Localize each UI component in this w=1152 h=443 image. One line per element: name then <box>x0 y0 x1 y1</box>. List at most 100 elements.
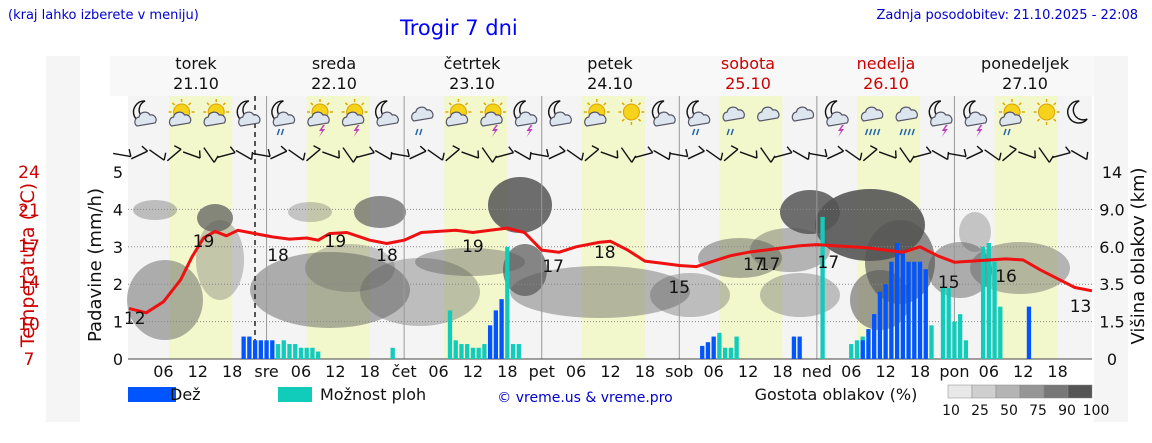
lightning-bolt <box>353 125 360 137</box>
wind-feather <box>559 145 566 152</box>
rain-bar <box>900 250 905 359</box>
wind-feather <box>419 145 427 152</box>
sun-cloud-icon <box>168 99 195 127</box>
daylight-band <box>719 96 783 359</box>
cloud-height-tick-label: 9.0 <box>1099 200 1124 219</box>
moon-cloud-icon <box>548 100 572 127</box>
x-tick-label: 06 <box>703 362 723 381</box>
wind-feather <box>946 151 950 160</box>
wind-barb <box>374 149 393 161</box>
cloud-height-tick-label: 1.5 <box>1099 313 1124 332</box>
shower-bar <box>505 246 510 359</box>
wind-barb <box>809 148 828 158</box>
right-axis-panel <box>1094 56 1128 422</box>
cloud-height-tick-label: 3.5 <box>1099 275 1124 294</box>
cloud-blob <box>354 196 406 228</box>
rain-bar <box>894 243 900 359</box>
shower-bar <box>929 325 934 359</box>
wind-barbs-row <box>113 145 1089 163</box>
wind-feather <box>786 146 793 154</box>
x-tick-label: 18 <box>497 362 517 381</box>
wind-shaft <box>687 150 705 160</box>
moon-storm-icon <box>963 100 988 137</box>
shower-bar <box>958 314 963 359</box>
wind-barb <box>1002 145 1017 162</box>
wind-feather <box>685 148 689 157</box>
wind-feather <box>909 155 915 163</box>
x-tick-label: sre <box>254 362 278 381</box>
cloud-blob <box>698 238 782 278</box>
x-tick-label: 12 <box>188 362 208 381</box>
sun-ray <box>326 102 330 106</box>
wind-shaft <box>862 148 878 162</box>
cloud-shape <box>272 111 296 127</box>
wind-barb <box>739 150 758 159</box>
wind-feather <box>925 146 932 154</box>
cloud-shape <box>964 111 988 127</box>
region-hint[interactable]: (kraj lahko izberete v meniju) <box>8 8 199 23</box>
day-header-panel <box>110 56 1094 96</box>
wind-barb <box>495 146 515 159</box>
wind-barb <box>481 147 498 163</box>
wind-shaft <box>620 147 633 163</box>
rain-bar <box>711 336 716 359</box>
sun-cloud-icon <box>203 99 230 127</box>
wind-feather <box>698 145 705 152</box>
rain-drop <box>695 128 700 136</box>
precip-tick-label: 2 <box>113 275 123 294</box>
day-name: nedelja <box>857 54 916 73</box>
wind-shaft <box>270 150 288 160</box>
sun-cloud-icon <box>583 99 610 127</box>
wind-feather <box>441 152 445 161</box>
cloud-shape <box>722 106 745 122</box>
precipitation-bars <box>241 216 1032 359</box>
cloud-shape <box>514 111 538 127</box>
wind-feather <box>894 150 897 159</box>
wind-shaft <box>182 151 201 159</box>
cloud-shape <box>376 111 399 127</box>
moon-icon <box>1067 100 1088 124</box>
cloud-shape <box>895 106 918 122</box>
cloud-blob <box>133 200 177 220</box>
temperature-tick-label: 7 <box>24 350 35 370</box>
wind-shaft <box>374 149 392 161</box>
wind-shaft <box>584 148 600 162</box>
wind-shaft <box>653 149 670 161</box>
day-name: torek <box>175 54 217 73</box>
temperature-tick-label: 14 <box>18 273 40 293</box>
wind-shaft <box>391 152 410 158</box>
rain-bar <box>487 325 493 359</box>
wind-shaft <box>705 149 722 161</box>
wind-barb <box>1070 149 1089 161</box>
wind-shaft <box>913 151 932 159</box>
sun-ray <box>1036 102 1041 106</box>
wind-barb <box>899 147 915 163</box>
cloud-rain-icon <box>722 106 745 136</box>
rain-legend-swatch <box>128 387 176 402</box>
precip-tick-label: 4 <box>113 200 123 219</box>
wind-feather <box>313 145 321 150</box>
wind-shaft <box>1002 148 1017 162</box>
wind-feather <box>770 155 776 163</box>
rain-legend-label: Dež <box>170 385 201 404</box>
wind-shaft <box>774 151 793 159</box>
wind-barb <box>149 149 167 161</box>
wind-barb <box>705 149 724 161</box>
x-tick-label: 12 <box>1013 362 1033 381</box>
wind-feather <box>173 145 182 150</box>
wind-barb <box>826 145 845 160</box>
wind-feather <box>128 148 132 157</box>
wind-barb <box>288 149 306 161</box>
cloud-density-level-label: 25 <box>971 403 989 419</box>
cloud-shape <box>549 111 572 127</box>
rain-bar <box>493 310 499 359</box>
day-date: 23.10 <box>449 74 495 93</box>
wind-feather <box>1009 145 1017 150</box>
shower-bar <box>849 344 854 359</box>
temperature-label: 17 <box>818 253 840 273</box>
cloud-blob <box>510 266 690 318</box>
weather-icons-row <box>132 99 1088 137</box>
cloud-icon <box>791 106 815 122</box>
